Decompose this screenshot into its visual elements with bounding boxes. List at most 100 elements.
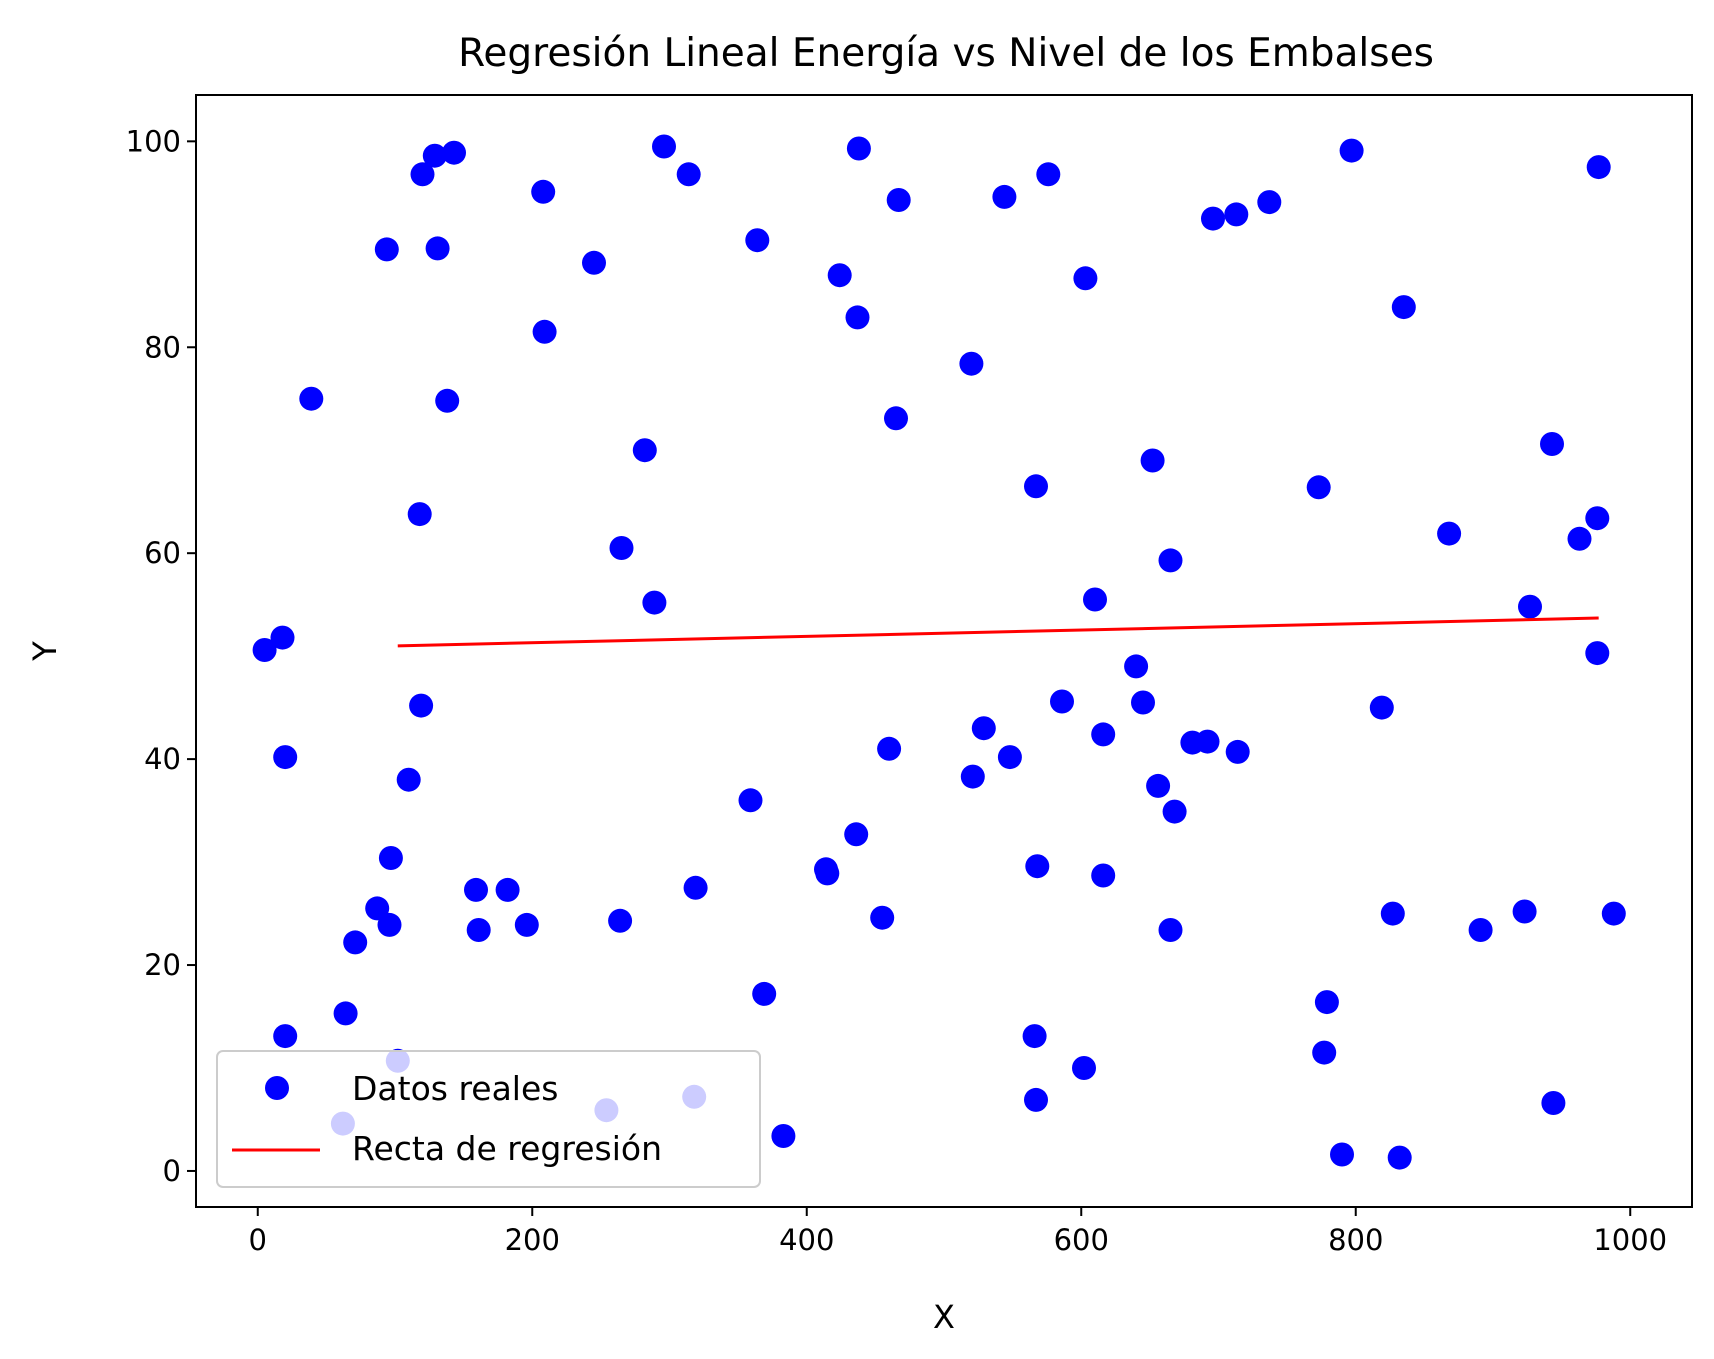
y-axis-label: Y <box>26 641 64 662</box>
data-point-40 <box>752 981 777 1006</box>
data-point-15 <box>407 502 432 527</box>
data-point-44 <box>827 263 852 288</box>
data-point-87 <box>1380 901 1405 926</box>
x-tick-label-600: 600 <box>1054 1223 1109 1257</box>
data-point-79 <box>1225 739 1250 764</box>
data-point-66 <box>1091 863 1116 888</box>
x-axis-label: X <box>933 1298 955 1336</box>
data-point-96 <box>1567 526 1592 551</box>
data-point-51 <box>886 188 911 212</box>
x-tick-label-400: 400 <box>779 1223 834 1257</box>
data-point-48 <box>870 905 895 930</box>
y-tick-label-100: 100 <box>126 124 181 158</box>
data-point-55 <box>992 184 1017 209</box>
data-point-32 <box>632 438 657 463</box>
data-point-98 <box>1585 641 1610 666</box>
legend-label-scatter: Datos reales <box>352 1069 558 1108</box>
legend: Datos reales Recta de regresión <box>216 1050 761 1188</box>
y-tick-label-60: 60 <box>144 536 181 570</box>
y-tick-label-20: 20 <box>144 948 181 982</box>
data-point-24 <box>495 877 520 902</box>
y-tick-label-40: 40 <box>144 742 181 776</box>
data-point-14 <box>396 767 421 792</box>
data-point-19 <box>425 236 450 261</box>
data-point-72 <box>1158 548 1183 573</box>
legend-label-line: Recta de regresión <box>352 1129 662 1168</box>
data-point-100 <box>1601 901 1626 926</box>
data-point-34 <box>652 134 676 159</box>
data-point-2 <box>270 625 295 650</box>
data-point-97 <box>1585 506 1610 531</box>
legend-marker-scatter <box>265 1076 289 1100</box>
data-point-92 <box>1512 899 1537 924</box>
x-tick-label-1000: 1000 <box>1593 1223 1667 1257</box>
data-point-82 <box>1312 1040 1337 1065</box>
data-point-74 <box>1162 799 1187 824</box>
data-point-22 <box>464 877 488 902</box>
data-point-93 <box>1518 594 1542 619</box>
data-point-16 <box>409 693 434 718</box>
data-point-5 <box>299 386 324 411</box>
data-point-73 <box>1158 918 1183 942</box>
data-point-94 <box>1540 432 1564 456</box>
data-point-35 <box>676 162 701 187</box>
data-point-9 <box>365 896 390 921</box>
y-axis-ticks: 0 20 40 60 80 100 <box>126 124 196 1188</box>
data-point-7 <box>333 1001 358 1026</box>
data-point-95 <box>1541 1091 1566 1115</box>
data-point-67 <box>1091 722 1116 747</box>
data-point-60 <box>1025 854 1050 879</box>
data-point-38 <box>738 788 763 813</box>
data-point-49 <box>877 736 902 761</box>
data-point-21 <box>442 140 466 165</box>
data-point-77 <box>1201 206 1225 231</box>
data-point-85 <box>1339 138 1364 163</box>
data-point-83 <box>1314 990 1339 1015</box>
data-point-58 <box>1024 1087 1048 1112</box>
y-tick-label-80: 80 <box>144 330 181 364</box>
data-point-17 <box>410 162 435 187</box>
data-point-53 <box>960 764 985 789</box>
data-point-69 <box>1131 690 1155 715</box>
data-point-41 <box>771 1124 796 1148</box>
data-point-63 <box>1072 1056 1096 1080</box>
legend-box <box>216 1050 761 1188</box>
data-point-18 <box>422 143 447 168</box>
y-tick-label-0: 0 <box>163 1154 181 1188</box>
data-point-89 <box>1391 295 1416 320</box>
data-point-54 <box>971 716 996 741</box>
data-point-88 <box>1387 1145 1412 1170</box>
data-point-37 <box>683 875 708 900</box>
data-point-23 <box>466 918 491 942</box>
chart-title: Regresión Lineal Energía vs Nivel de los… <box>458 31 1434 76</box>
data-point-99 <box>1586 155 1611 180</box>
data-point-4 <box>273 1024 298 1049</box>
x-axis-ticks: 0 200 400 600 800 1000 <box>249 1207 1667 1257</box>
data-point-78 <box>1224 202 1249 227</box>
data-point-25 <box>514 912 539 937</box>
data-point-46 <box>845 305 870 330</box>
x-tick-label-200: 200 <box>505 1223 560 1257</box>
data-point-52 <box>959 351 984 376</box>
data-point-39 <box>745 228 770 253</box>
data-point-70 <box>1140 448 1165 473</box>
data-point-27 <box>532 319 557 344</box>
data-point-76 <box>1195 729 1220 754</box>
data-point-30 <box>608 908 633 933</box>
data-point-68 <box>1124 654 1149 679</box>
data-point-1 <box>252 638 277 662</box>
data-point-91 <box>1468 918 1493 942</box>
data-point-45 <box>844 822 869 847</box>
data-point-26 <box>531 179 556 204</box>
plot-area <box>195 94 1693 1208</box>
plot-background <box>196 95 1692 1207</box>
data-point-11 <box>377 912 402 937</box>
data-point-8 <box>343 930 368 955</box>
data-point-20 <box>435 388 460 413</box>
data-point-43 <box>815 861 840 886</box>
data-point-62 <box>1050 689 1074 714</box>
x-tick-label-0: 0 <box>249 1223 267 1257</box>
regression-line <box>397 616 1599 648</box>
data-point-61 <box>1036 162 1061 187</box>
